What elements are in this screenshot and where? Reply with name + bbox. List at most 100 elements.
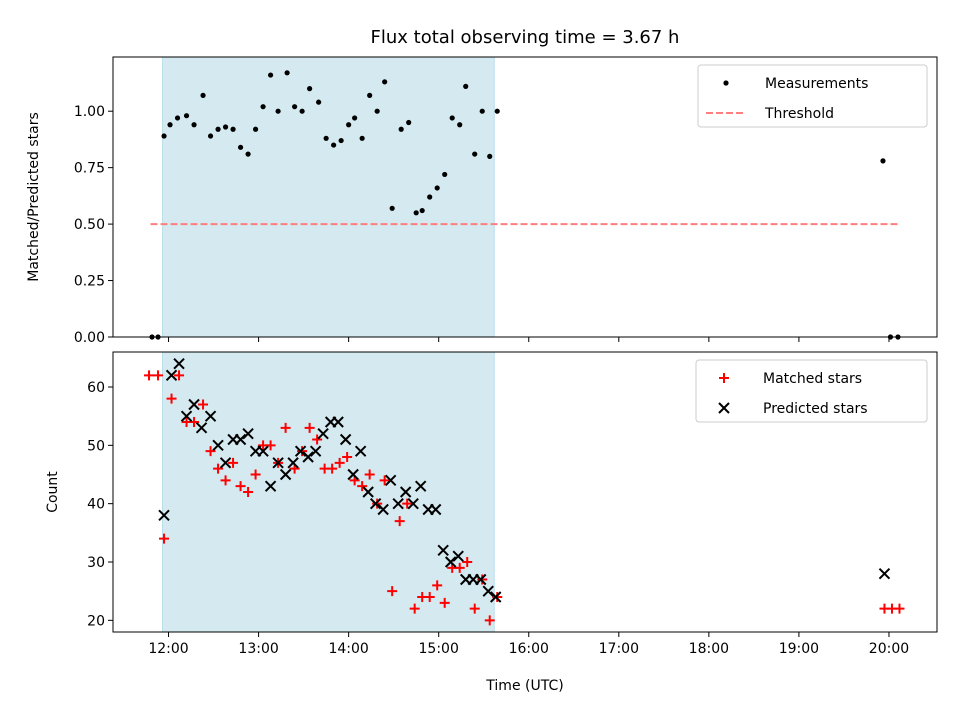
observing-window-span [162, 351, 495, 633]
y-tick-label: 50 [87, 438, 105, 454]
data-point [379, 475, 390, 486]
data-point [429, 503, 442, 516]
data-point [384, 474, 397, 487]
data-point [494, 108, 500, 114]
data-point [492, 592, 503, 602]
data-point [424, 592, 435, 602]
matched-stars-series [144, 370, 905, 626]
data-point [477, 574, 488, 585]
data-point [894, 603, 905, 614]
data-point [302, 451, 314, 463]
data-point [382, 79, 388, 85]
data-point [188, 398, 200, 411]
data-point [280, 422, 291, 433]
data-point [434, 185, 440, 191]
x-tick-label: 13:00 [238, 641, 278, 657]
legend-x-marker [718, 402, 730, 414]
data-point [292, 104, 298, 110]
data-point [482, 585, 494, 597]
data-point [243, 487, 254, 497]
measurements-series [149, 70, 901, 340]
data-point [490, 591, 502, 603]
data-point [195, 422, 208, 434]
data-point [299, 108, 305, 114]
legend-box [695, 359, 928, 423]
data-point [437, 544, 449, 557]
data-point [354, 445, 367, 457]
data-point [484, 615, 495, 626]
x-axis-label: Time (UTC) [485, 678, 563, 694]
data-point [469, 603, 480, 614]
y-tick-label: 40 [87, 497, 105, 513]
legend-label: Matched stars [763, 371, 862, 387]
data-point [220, 475, 231, 486]
y-tick-label: 20 [87, 613, 105, 629]
data-point [207, 133, 214, 139]
data-point [331, 142, 337, 148]
legend-label: Predicted stars [763, 401, 868, 417]
data-point [419, 207, 425, 214]
axes-frame [112, 56, 938, 338]
data-point [389, 205, 395, 211]
data-point [252, 126, 259, 132]
data-point [449, 115, 455, 121]
data-point [272, 457, 284, 469]
data-point [161, 133, 167, 139]
x-tick-label: 15:00 [419, 641, 459, 657]
data-point [284, 70, 290, 76]
y-tick-label: 60 [87, 380, 105, 396]
data-point [377, 503, 389, 516]
data-point [374, 108, 380, 114]
data-point [463, 83, 469, 89]
data-point [334, 457, 345, 468]
data-point [297, 446, 308, 457]
data-point [316, 99, 322, 105]
data-point [180, 410, 193, 422]
top-plot-area: 0.00 0.25 0.50 0.75 1.00 [74, 56, 938, 346]
data-point [166, 393, 177, 404]
data-point [144, 370, 155, 381]
bottom-plot-area: 20 30 40 50 60 12:00 13:00 14:00 15:00 16:00 17:00… [87, 351, 938, 657]
bottom-legend: Matched stars Predicted stars [695, 359, 928, 423]
data-point [165, 369, 178, 382]
data-point [362, 486, 374, 498]
data-point [245, 151, 251, 157]
data-point [454, 562, 465, 573]
data-point [191, 122, 197, 128]
chart-title: Flux total observing time = 3.67 h [371, 27, 680, 48]
data-point [387, 586, 398, 597]
data-point [407, 497, 419, 510]
data-point [359, 135, 365, 141]
data-point [219, 457, 232, 469]
data-point [153, 370, 164, 381]
data-point [205, 446, 216, 457]
data-point [173, 357, 185, 370]
data-point [275, 108, 281, 114]
data-point [472, 151, 478, 157]
data-point [317, 427, 329, 440]
bottom-panel: 20 30 40 50 60 12:00 13:00 14:00 15:00 16:00 17:00… [45, 351, 938, 694]
data-point [357, 481, 368, 492]
data-point [237, 144, 244, 150]
data-point [234, 433, 247, 446]
x-tick-label: 20:00 [869, 641, 909, 657]
y-tick-label: 0.25 [74, 274, 105, 290]
data-point [399, 486, 412, 498]
legend-label: Threshold [764, 106, 834, 122]
data-point [414, 480, 427, 492]
data-point [189, 417, 200, 427]
x-tick-label: 18:00 [689, 641, 729, 657]
data-point [392, 497, 404, 510]
data-point [250, 469, 261, 480]
data-point [439, 597, 450, 608]
data-point [222, 124, 229, 130]
data-point [398, 126, 404, 132]
y-tick-label: 0.00 [74, 330, 105, 346]
x-tick-label: 14:00 [328, 641, 368, 657]
data-point [312, 434, 323, 445]
x-tick-label: 17:00 [599, 641, 639, 657]
data-point [167, 122, 173, 128]
data-point [432, 580, 443, 591]
data-point [159, 533, 170, 544]
